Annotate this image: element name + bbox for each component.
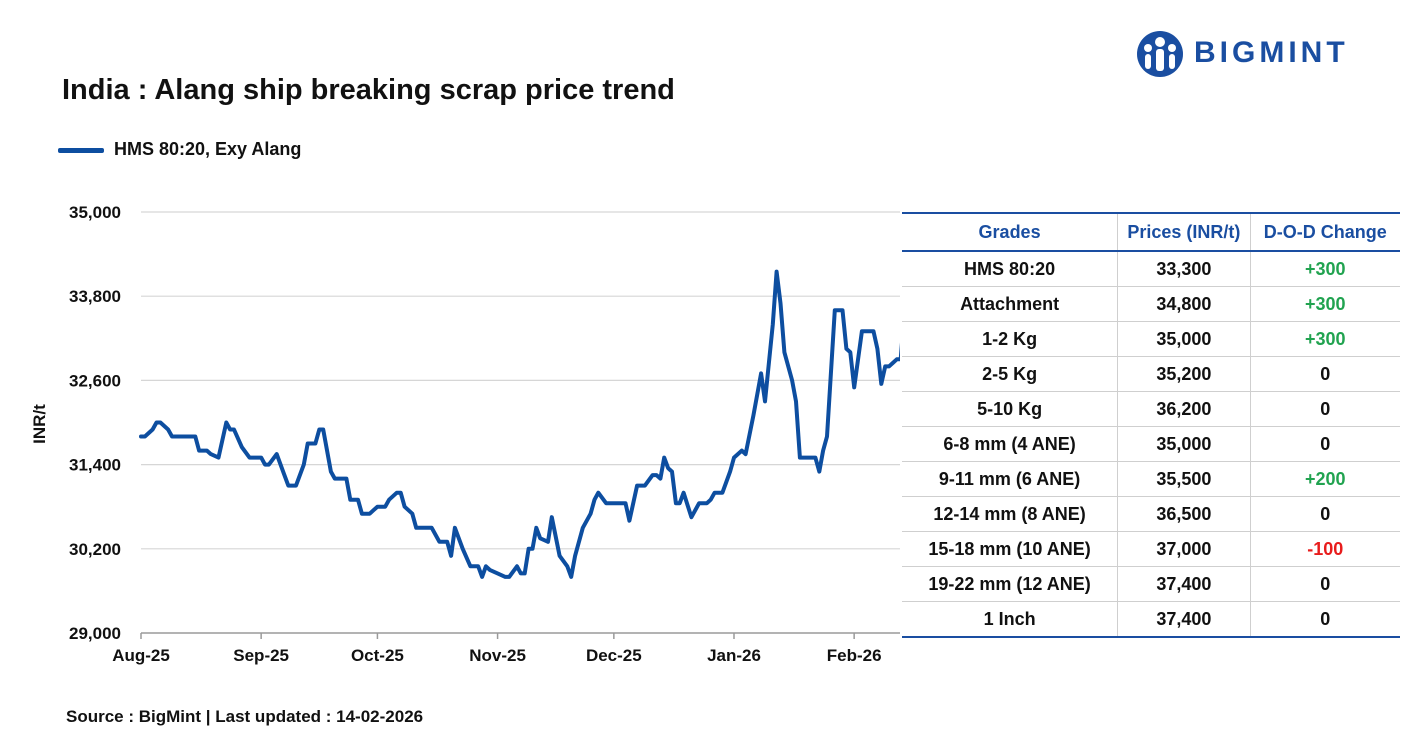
y-tick-label: 32,600	[69, 371, 121, 390]
x-tick-label: Oct-25	[351, 646, 404, 665]
change-cell: +300	[1249, 321, 1400, 357]
y-tick-label: 29,000	[69, 624, 121, 643]
header-dod-change: D-O-D Change	[1249, 212, 1400, 252]
price-cell: 34,800	[1117, 286, 1251, 322]
price-cell: 36,500	[1117, 496, 1251, 532]
x-tick-label: Feb-26	[827, 646, 882, 665]
x-tick-label: Aug-25	[112, 646, 170, 665]
axes	[140, 632, 900, 639]
chart-title: India : Alang ship breaking scrap price …	[62, 74, 675, 106]
gridlines	[141, 211, 900, 550]
source-note: Source : BigMint | Last updated : 14-02-…	[66, 707, 424, 726]
grade-cell: 1-2 Kg	[902, 321, 1118, 357]
grade-cell: 5-10 Kg	[902, 391, 1118, 427]
y-tick-label: 31,400	[69, 456, 121, 475]
change-cell: +300	[1249, 286, 1400, 322]
grade-cell: 6-8 mm (4 ANE)	[902, 426, 1118, 462]
grade-cell: 12-14 mm (8 ANE)	[902, 496, 1118, 532]
grade-cell: 15-18 mm (10 ANE)	[902, 531, 1118, 567]
grade-cell: HMS 80:20	[902, 251, 1118, 287]
change-cell: 0	[1249, 496, 1400, 532]
bigmint-logo-icon	[1137, 31, 1183, 77]
series-line-layer	[139, 269, 900, 579]
table-row: 5-10 Kg 36,200 0	[902, 391, 1400, 427]
grade-cell: 19-22 mm (12 ANE)	[902, 566, 1118, 602]
tick-labels: 29,000 30,200 31,400 32,600 33,800 35,000 Aug-…	[69, 203, 882, 665]
table-body: HMS 80:20 33,300 +300 Attachment 34,800 +300 1…	[902, 251, 1400, 638]
legend-label: HMS 80:20, Exy Alang	[114, 139, 302, 159]
table-row: 1-2 Kg 35,000 +300	[902, 321, 1400, 357]
change-cell: 0	[1249, 566, 1400, 602]
legend-swatch	[58, 148, 104, 153]
change-cell: +200	[1249, 461, 1400, 497]
table-row: 12-14 mm (8 ANE) 36,500 0	[902, 496, 1400, 532]
grade-cell: 2-5 Kg	[902, 356, 1118, 392]
price-cell: 37,400	[1117, 601, 1251, 638]
price-cell: 35,000	[1117, 426, 1251, 462]
change-cell: 0	[1249, 356, 1400, 392]
x-tick-label: Dec-25	[586, 646, 642, 665]
table-row: 6-8 mm (4 ANE) 35,000 0	[902, 426, 1400, 462]
table-row: HMS 80:20 33,300 +300	[902, 251, 1400, 287]
price-trend-chart: 29,000 30,200 31,400 32,600 33,800 35,000 Aug-…	[30, 203, 900, 665]
price-cell: 36,200	[1117, 391, 1251, 427]
table-row: 15-18 mm (10 ANE) 37,000 -100	[902, 531, 1400, 567]
price-cell: 35,200	[1117, 356, 1251, 392]
grade-cell: Attachment	[902, 286, 1118, 322]
bigmint-logo-text: BIGMINT	[1194, 36, 1349, 69]
price-cell: 37,400	[1117, 566, 1251, 602]
series-line-hms-80-20	[139, 269, 900, 579]
header-grades: Grades	[902, 212, 1118, 252]
y-tick-label: 33,800	[69, 287, 121, 306]
bigmint-logo: BIGMINT	[1136, 30, 1388, 78]
header-prices: Prices (INR/t)	[1117, 212, 1251, 252]
grade-cell: 9-11 mm (6 ANE)	[902, 461, 1118, 497]
table-row: 9-11 mm (6 ANE) 35,500 +200	[902, 461, 1400, 497]
table-row: 19-22 mm (12 ANE) 37,400 0	[902, 566, 1400, 602]
grades-price-table: Grades Prices (INR/t) D-O-D Change HMS 8…	[902, 212, 1400, 638]
y-tick-label: 30,200	[69, 540, 121, 559]
change-cell: -100	[1249, 531, 1400, 567]
x-tick-label: Nov-25	[469, 646, 526, 665]
price-cell: 35,500	[1117, 461, 1251, 497]
price-cell: 33,300	[1117, 251, 1251, 287]
change-cell: 0	[1249, 391, 1400, 427]
price-cell: 35,000	[1117, 321, 1251, 357]
y-tick-label: 35,000	[69, 203, 121, 222]
price-cell: 37,000	[1117, 531, 1251, 567]
x-tick-label: Jan-26	[707, 646, 761, 665]
change-cell: 0	[1249, 601, 1400, 638]
x-tick-label: Sep-25	[233, 646, 289, 665]
grade-cell: 1 Inch	[902, 601, 1118, 638]
y-axis-label: INR/t	[30, 404, 49, 444]
table-row: Attachment 34,800 +300	[902, 286, 1400, 322]
change-cell: 0	[1249, 426, 1400, 462]
table-row: 1 Inch 37,400 0	[902, 601, 1400, 638]
table-row: 2-5 Kg 35,200 0	[902, 356, 1400, 392]
table-header-row: Grades Prices (INR/t) D-O-D Change	[902, 212, 1400, 252]
change-cell: +300	[1249, 251, 1400, 287]
